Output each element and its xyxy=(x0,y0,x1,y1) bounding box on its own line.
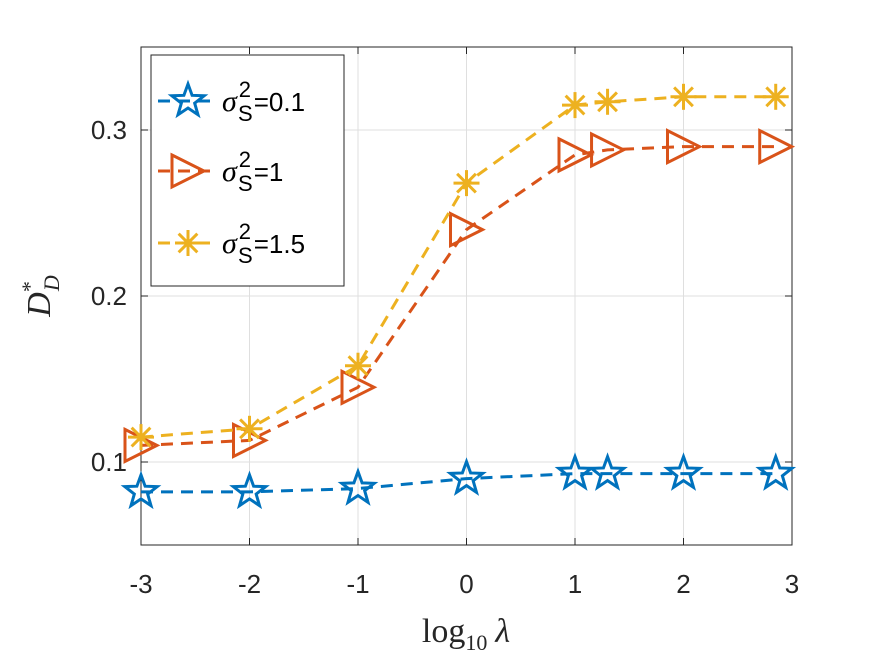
marker-stroke xyxy=(597,91,618,113)
x-axis-label: log10 λ xyxy=(422,613,510,655)
series-line xyxy=(140,95,776,439)
legend-marker xyxy=(167,79,209,119)
x-tick-label: 0 xyxy=(459,569,473,599)
legend-marker xyxy=(175,230,201,256)
data-point xyxy=(340,368,378,406)
data-point xyxy=(557,136,595,174)
marker-stroke xyxy=(673,86,694,108)
y-tick-label: 0.1 xyxy=(91,447,127,477)
x-tick-label: -1 xyxy=(346,569,369,599)
data-point xyxy=(554,452,596,491)
series-1 xyxy=(120,452,797,510)
marker-stroke xyxy=(564,94,586,116)
data-point xyxy=(449,211,486,249)
data-point xyxy=(446,457,487,496)
x-tick-label: 3 xyxy=(785,569,799,599)
data-point xyxy=(562,92,588,119)
data-point xyxy=(236,415,263,442)
legend-item: σ2 S=1.5 xyxy=(158,219,305,268)
x-tick-label: 2 xyxy=(676,569,690,599)
data-point xyxy=(670,83,697,110)
legend-label: σ2 S=1.5 xyxy=(222,219,305,268)
plot-area: -3 -2 -1 0 1 2 3 0.1 0.2 0.3 log10 λ D*D σ2 S=0.1 σ2 S=1… xyxy=(17,46,799,655)
legend-marker xyxy=(170,152,208,190)
data-point xyxy=(337,467,379,506)
y-axis-label: D*D xyxy=(17,275,64,318)
data-point xyxy=(128,424,154,451)
marker-stroke xyxy=(765,86,787,108)
data-point xyxy=(453,170,480,197)
series-3 xyxy=(128,83,789,451)
legend: σ2 S=0.1 σ2 S=1 σ2 S=1.5 xyxy=(150,54,345,287)
data-point xyxy=(663,452,704,491)
data-point xyxy=(345,352,371,379)
data-point xyxy=(758,128,796,166)
data-point xyxy=(590,131,627,169)
x-tick-label: 1 xyxy=(568,569,582,599)
data-point xyxy=(594,88,621,115)
y-tick-label: 0.3 xyxy=(91,115,127,145)
data-point xyxy=(666,128,703,166)
data-point xyxy=(755,452,797,491)
marker-stroke xyxy=(177,232,199,254)
marker-stroke xyxy=(456,172,477,194)
legend-item: σ2 S=0.1 xyxy=(158,77,305,126)
series-line xyxy=(141,472,776,494)
series-2 xyxy=(123,128,796,464)
series-line xyxy=(140,145,776,447)
data-point xyxy=(762,83,789,110)
x-tick-label: -2 xyxy=(238,569,261,599)
data-point xyxy=(120,470,162,510)
marker-stroke xyxy=(239,418,260,440)
data-point xyxy=(587,452,628,491)
legend-item: σ2 S=1 xyxy=(158,147,283,196)
data-point xyxy=(229,470,270,510)
legend-label: σ2 S=1 xyxy=(222,147,283,196)
legend-label: σ2 S=0.1 xyxy=(222,77,305,126)
marker-stroke xyxy=(130,426,152,448)
y-tick-label: 0.2 xyxy=(91,281,127,311)
marker-stroke xyxy=(347,355,369,377)
x-tick-label: -3 xyxy=(129,569,152,599)
